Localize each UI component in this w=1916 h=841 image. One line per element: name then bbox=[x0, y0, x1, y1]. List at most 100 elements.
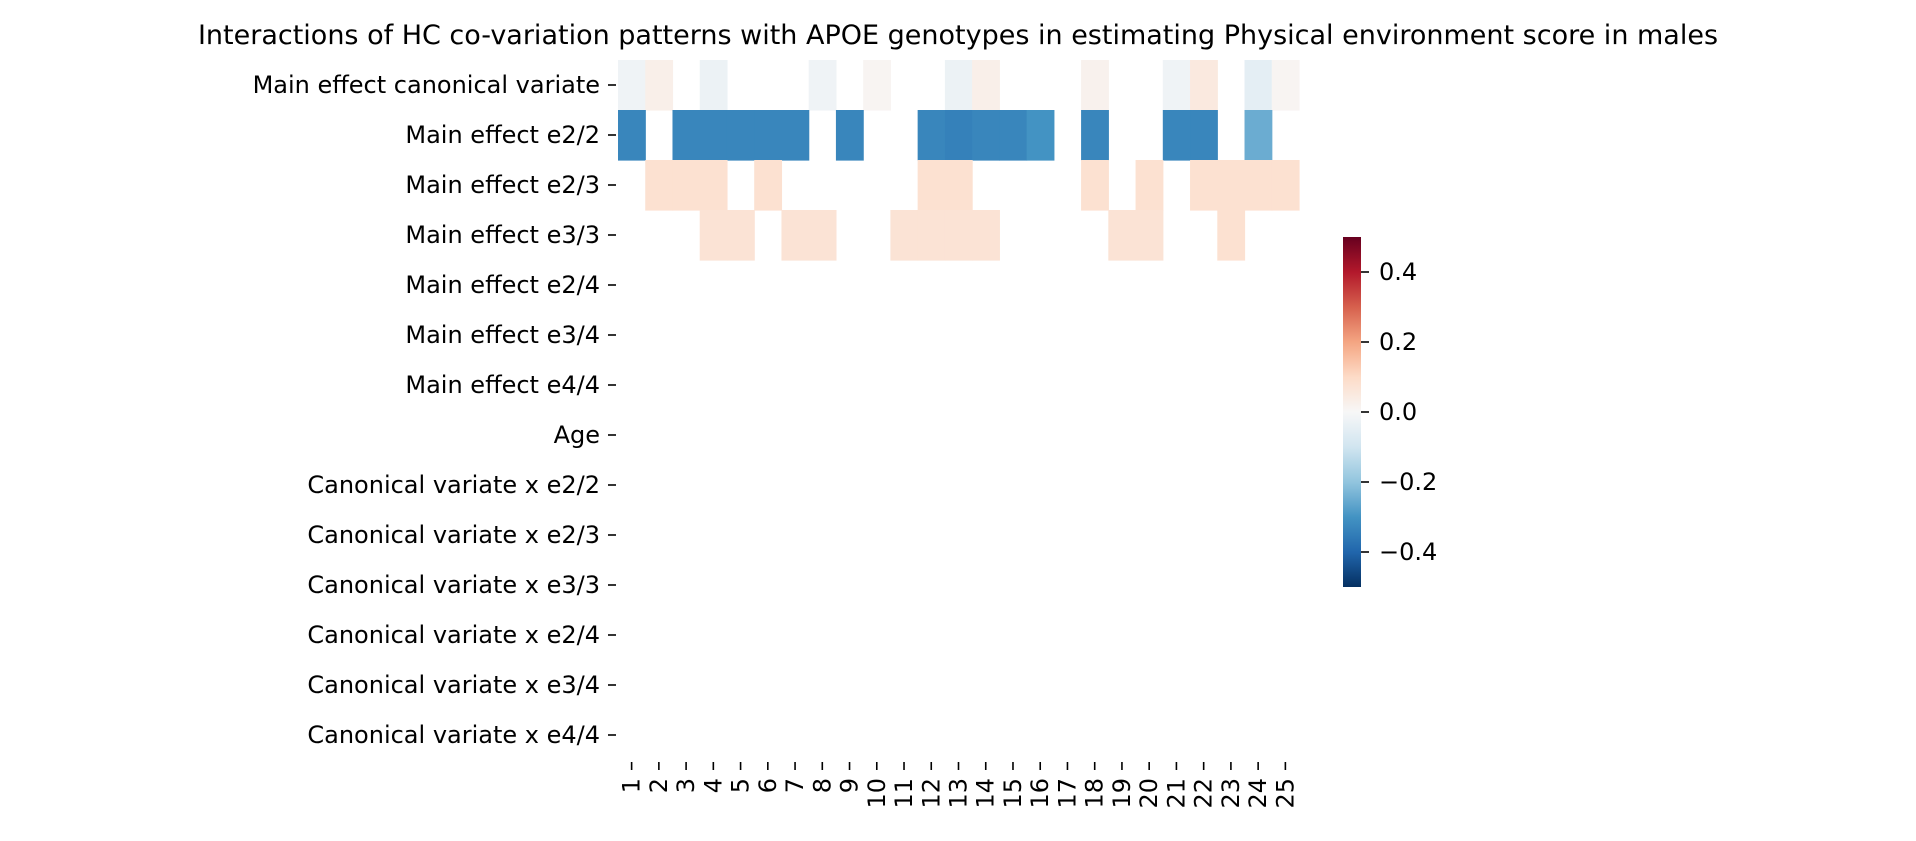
column-label: 4 bbox=[699, 778, 727, 793]
heatmap-cell bbox=[672, 160, 701, 211]
heatmap-cell bbox=[972, 110, 1000, 161]
heatmap-cell bbox=[618, 60, 646, 111]
heatmap-cell bbox=[726, 210, 755, 261]
heatmap-cell bbox=[1190, 110, 1218, 161]
column-label: 12 bbox=[917, 778, 945, 809]
column-labels: 1 2 3 4 5 6 7 8 9 10 11 12 13 14 15 16 17 18 19 20 21 22 23 24 2… bbox=[618, 762, 1299, 809]
column-label: 11 bbox=[890, 778, 918, 809]
heatmap-cell bbox=[726, 110, 755, 161]
column-label: 14 bbox=[972, 778, 1000, 809]
heatmap-cell bbox=[1108, 210, 1137, 261]
heatmap-cell bbox=[1190, 60, 1218, 111]
heatmap-cell bbox=[999, 110, 1028, 161]
heatmap-cell bbox=[645, 60, 674, 111]
heatmap-cell bbox=[1244, 110, 1273, 161]
heatmap-cell bbox=[808, 60, 837, 111]
heatmap-cell bbox=[1135, 210, 1164, 261]
heatmap-cell bbox=[1081, 110, 1109, 161]
column-label: 13 bbox=[945, 778, 973, 809]
column-label: 23 bbox=[1217, 778, 1245, 809]
heatmap-cell bbox=[944, 160, 973, 211]
heatmap-cell bbox=[1081, 160, 1109, 211]
row-label: Main effect e2/3 bbox=[405, 171, 600, 199]
row-label: Canonical variate x e2/3 bbox=[307, 521, 600, 549]
heatmap-cell bbox=[645, 160, 674, 211]
column-label: 8 bbox=[808, 778, 836, 793]
row-label: Main effect e4/4 bbox=[405, 371, 600, 399]
column-label: 17 bbox=[1053, 778, 1081, 809]
heatmap-cell bbox=[1162, 110, 1191, 161]
row-label: Canonical variate x e4/4 bbox=[307, 721, 600, 749]
row-label: Main effect e3/4 bbox=[405, 321, 600, 349]
column-label: 24 bbox=[1244, 778, 1272, 809]
heatmap-cell bbox=[808, 210, 837, 261]
heatmap-cell bbox=[1162, 60, 1191, 111]
colorbar-ticks: 0.4 0.2 0.0 −0.2 −0.4 bbox=[1361, 258, 1437, 566]
heatmap-cell bbox=[917, 210, 946, 261]
row-label: Main effect e3/3 bbox=[405, 221, 600, 249]
colorbar-tick-label: 0.0 bbox=[1379, 398, 1417, 426]
colorbar-tick-label: 0.4 bbox=[1379, 258, 1417, 286]
heatmap-cell bbox=[699, 210, 728, 261]
column-label: 15 bbox=[999, 778, 1027, 809]
heatmap-cell bbox=[1135, 160, 1164, 211]
heatmap-cell bbox=[618, 110, 646, 161]
heatmap-cell bbox=[1271, 160, 1300, 211]
heatmap-cell bbox=[944, 110, 973, 161]
heatmap-cell bbox=[672, 110, 701, 161]
column-label: 2 bbox=[645, 778, 673, 793]
column-label: 19 bbox=[1108, 778, 1136, 809]
column-label: 25 bbox=[1271, 778, 1299, 809]
heatmap-cell bbox=[1244, 60, 1273, 111]
heatmap-cell bbox=[917, 110, 946, 161]
column-label: 21 bbox=[1162, 778, 1190, 809]
heatmap-cell bbox=[917, 160, 946, 211]
column-label: 10 bbox=[863, 778, 891, 809]
column-label: 6 bbox=[754, 778, 782, 793]
heatmap-cell bbox=[863, 60, 891, 111]
heatmap-cell bbox=[1190, 160, 1218, 211]
heatmap-cell bbox=[699, 60, 728, 111]
heatmap-cell bbox=[699, 160, 728, 211]
heatmap-cell bbox=[754, 160, 783, 211]
heatmap-cells bbox=[618, 60, 1300, 261]
heatmap-cell bbox=[944, 60, 973, 111]
row-label: Main effect e2/4 bbox=[405, 271, 600, 299]
heatmap-cell bbox=[781, 210, 810, 261]
column-label: 3 bbox=[672, 778, 700, 793]
colorbar-gradient bbox=[1343, 237, 1361, 587]
column-label: 18 bbox=[1081, 778, 1109, 809]
row-label: Canonical variate x e2/2 bbox=[307, 471, 600, 499]
colorbar-tick-label: −0.4 bbox=[1379, 538, 1437, 566]
column-label: 22 bbox=[1190, 778, 1218, 809]
heatmap-cell bbox=[1217, 160, 1246, 211]
row-label: Main effect canonical variate bbox=[253, 71, 600, 99]
row-label: Canonical variate x e3/3 bbox=[307, 571, 600, 599]
chart-title: Interactions of HC co-variation patterns… bbox=[198, 20, 1718, 51]
row-label: Main effect e2/2 bbox=[405, 121, 600, 149]
heatmap-cell bbox=[1244, 160, 1273, 211]
heatmap-cell bbox=[1271, 60, 1300, 111]
heatmap-cell bbox=[972, 60, 1000, 111]
row-labels: Main effect canonical variate Main effect… bbox=[253, 71, 616, 749]
column-label: 5 bbox=[727, 778, 755, 793]
column-label: 1 bbox=[618, 778, 646, 793]
row-label: Age bbox=[554, 421, 600, 449]
heatmap-cell bbox=[1081, 60, 1109, 111]
heatmap-cell bbox=[781, 110, 810, 161]
colorbar-tick-label: −0.2 bbox=[1379, 468, 1437, 496]
column-label: 9 bbox=[836, 778, 864, 793]
column-label: 16 bbox=[1026, 778, 1054, 809]
heatmap-cell bbox=[1026, 110, 1055, 161]
colorbar bbox=[1343, 237, 1361, 587]
heatmap-cell bbox=[890, 210, 919, 261]
row-label: Canonical variate x e2/4 bbox=[307, 621, 600, 649]
heatmap-cell bbox=[754, 110, 783, 161]
heatmap-cell bbox=[944, 210, 973, 261]
column-label: 7 bbox=[781, 778, 809, 793]
heatmap-cell bbox=[1217, 210, 1246, 261]
colorbar-tick-label: 0.2 bbox=[1379, 328, 1417, 356]
heatmap-cell bbox=[699, 110, 728, 161]
column-label: 20 bbox=[1135, 778, 1163, 809]
